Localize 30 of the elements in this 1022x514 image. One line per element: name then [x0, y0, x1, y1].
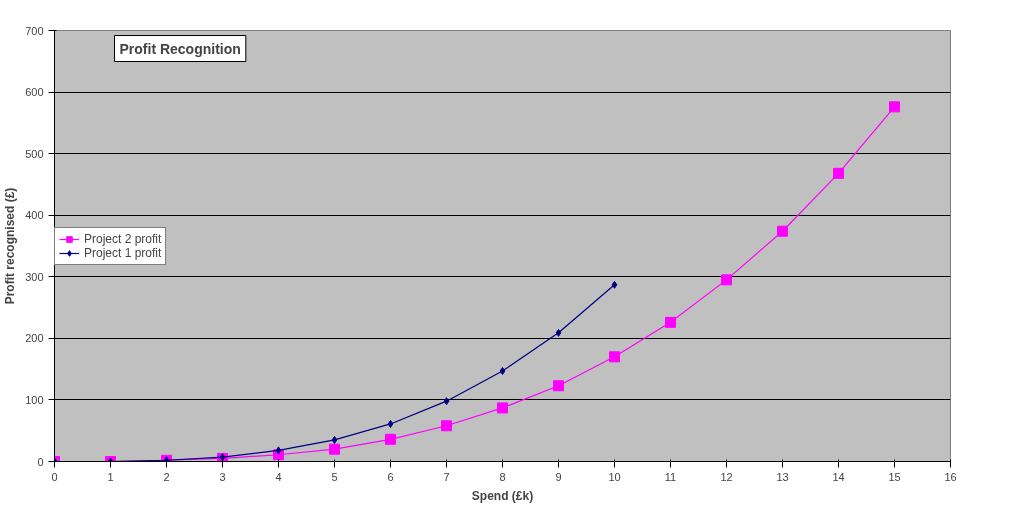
y-tick-label: 200 — [25, 332, 44, 345]
y-tick-label: 400 — [25, 209, 44, 222]
x-tick-label: 5 — [331, 470, 338, 483]
x-tick-label: 4 — [275, 470, 282, 483]
y-tick-label: 700 — [25, 24, 44, 37]
x-tick-label: 3 — [219, 470, 226, 483]
legend-label: Project 2 profit — [84, 231, 162, 246]
x-tick-label: 11 — [664, 470, 677, 483]
y-tick-label: 500 — [25, 147, 44, 160]
legend-label: Project 1 profit — [84, 245, 162, 260]
x-tick-label: 0 — [51, 470, 58, 483]
x-tick-label: 6 — [387, 470, 394, 483]
y-tick-label: 0 — [37, 455, 44, 468]
x-tick-label: 8 — [499, 470, 506, 483]
x-tick-label: 15 — [888, 470, 901, 483]
x-tick-label: 1 — [107, 470, 114, 483]
y-tick-label: 600 — [25, 86, 44, 99]
text: Profit Recognition — [119, 40, 241, 57]
y-tick-label: 100 — [25, 393, 44, 406]
y-axis-title: Profit recognised (£) — [3, 187, 18, 305]
x-tick-label: 10 — [608, 470, 621, 483]
x-tick-label: 16 — [944, 470, 957, 483]
y-tick-label: 300 — [25, 270, 44, 283]
x-tick-label: 14 — [832, 470, 845, 483]
x-tick-label: 13 — [776, 470, 789, 483]
x-tick-label: 9 — [555, 470, 562, 483]
x-tick-label: 2 — [163, 470, 170, 483]
x-tick-label: 12 — [720, 470, 733, 483]
x-tick-label: 7 — [443, 470, 450, 483]
x-axis-title: Spend (£k) — [471, 488, 534, 503]
